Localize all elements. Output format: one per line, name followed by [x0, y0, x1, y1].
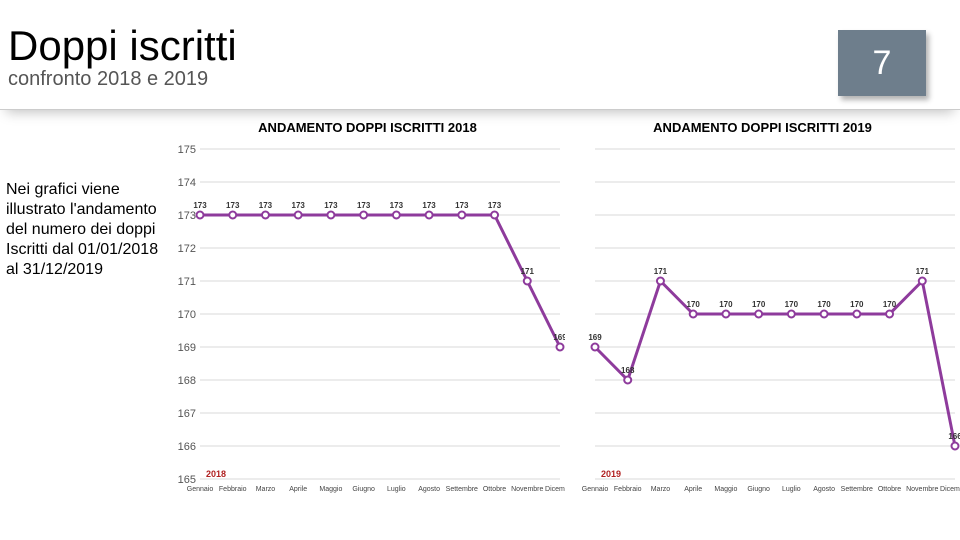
svg-text:173: 173: [178, 210, 196, 222]
svg-text:170: 170: [817, 300, 831, 309]
svg-text:173: 173: [292, 201, 306, 210]
chart-2018-svg: 1651661671681691701711721731741751731731…: [170, 139, 565, 509]
svg-text:Dicembre: Dicembre: [545, 486, 565, 493]
svg-text:Aprile: Aprile: [289, 486, 307, 493]
svg-text:Febbraio: Febbraio: [614, 486, 642, 493]
svg-text:Dicembre: Dicembre: [940, 486, 960, 493]
slide-header: Doppi iscritti confronto 2018 e 2019 7: [0, 0, 960, 110]
svg-text:170: 170: [687, 300, 701, 309]
svg-text:Giugno: Giugno: [747, 486, 770, 493]
svg-text:Febbraio: Febbraio: [219, 486, 247, 493]
svg-text:2019: 2019: [601, 469, 621, 479]
svg-text:170: 170: [883, 300, 897, 309]
svg-text:173: 173: [488, 201, 502, 210]
description-text: Nei grafici viene illustrato l'andamento…: [0, 110, 170, 540]
svg-text:Maggio: Maggio: [319, 486, 342, 493]
svg-text:2018: 2018: [206, 469, 226, 479]
svg-text:Maggio: Maggio: [714, 486, 737, 493]
svg-text:170: 170: [785, 300, 799, 309]
svg-text:Ottobre: Ottobre: [483, 486, 506, 493]
svg-text:Luglio: Luglio: [387, 486, 406, 493]
svg-text:173: 173: [259, 201, 273, 210]
svg-text:Novembre: Novembre: [906, 486, 938, 493]
slide-title: Doppi iscritti: [8, 0, 960, 70]
svg-text:Settembre: Settembre: [446, 486, 478, 493]
svg-text:Agosto: Agosto: [813, 486, 835, 493]
svg-text:Marzo: Marzo: [651, 486, 671, 493]
svg-text:Novembre: Novembre: [511, 486, 543, 493]
svg-text:173: 173: [324, 201, 338, 210]
svg-text:Marzo: Marzo: [256, 486, 276, 493]
svg-text:175: 175: [178, 144, 196, 156]
svg-text:169: 169: [178, 342, 196, 354]
svg-text:173: 173: [422, 201, 436, 210]
svg-text:Settembre: Settembre: [841, 486, 873, 493]
svg-text:Aprile: Aprile: [684, 486, 702, 493]
slide-subtitle: confronto 2018 e 2019: [8, 68, 960, 91]
charts-container: ANDAMENTO DOPPI ISCRITTI 2018 165 166 167 1…: [170, 110, 960, 540]
svg-text:171: 171: [521, 267, 535, 276]
svg-text:173: 173: [193, 201, 207, 210]
chart-2018-title: ANDAMENTO DOPPI ISCRITTI 2018: [170, 120, 565, 135]
svg-text:171: 171: [654, 267, 668, 276]
svg-text:Ottobre: Ottobre: [878, 486, 901, 493]
chart-2019-plot: 169 168 171 170 170 170 170 170 170 170 171 166 Genn…: [565, 139, 960, 499]
svg-text:168: 168: [621, 366, 635, 375]
slide-body: Nei grafici viene illustrato l'andamento…: [0, 110, 960, 540]
svg-text:Gennaio: Gennaio: [187, 486, 214, 493]
svg-text:173: 173: [357, 201, 371, 210]
svg-text:166: 166: [178, 441, 196, 453]
chart-2018: ANDAMENTO DOPPI ISCRITTI 2018 165 166 167 1…: [170, 120, 565, 540]
svg-text:170: 170: [752, 300, 766, 309]
svg-text:173: 173: [226, 201, 240, 210]
svg-text:169: 169: [588, 333, 602, 342]
chart-2019-title: ANDAMENTO DOPPI ISCRITTI 2019: [565, 120, 960, 135]
svg-text:169: 169: [553, 333, 565, 342]
chart-2019: ANDAMENTO DOPPI ISCRITTI 2019 1691681711…: [565, 120, 960, 540]
svg-text:Luglio: Luglio: [782, 486, 801, 493]
svg-text:172: 172: [178, 243, 196, 255]
svg-text:173: 173: [390, 201, 404, 210]
page-number-box: 7: [838, 30, 926, 96]
svg-text:170: 170: [850, 300, 864, 309]
chart-2018-plot: 1651661671681691701711721731741751731731…: [170, 139, 565, 499]
svg-text:170: 170: [178, 309, 196, 321]
svg-text:168: 168: [178, 375, 196, 387]
svg-text:166: 166: [948, 432, 960, 441]
svg-text:Gennaio: Gennaio: [582, 486, 609, 493]
svg-text:171: 171: [916, 267, 930, 276]
svg-text:165: 165: [178, 474, 196, 486]
svg-text:170: 170: [719, 300, 733, 309]
svg-text:Giugno: Giugno: [352, 486, 375, 493]
svg-text:167: 167: [178, 408, 196, 420]
svg-text:174: 174: [178, 177, 196, 189]
svg-text:173: 173: [455, 201, 469, 210]
svg-text:171: 171: [178, 276, 196, 288]
svg-text:Agosto: Agosto: [418, 486, 440, 493]
chart-2019-svg: 169 168 171 170 170 170 170 170 170 170 171 166 Genn…: [565, 139, 960, 509]
